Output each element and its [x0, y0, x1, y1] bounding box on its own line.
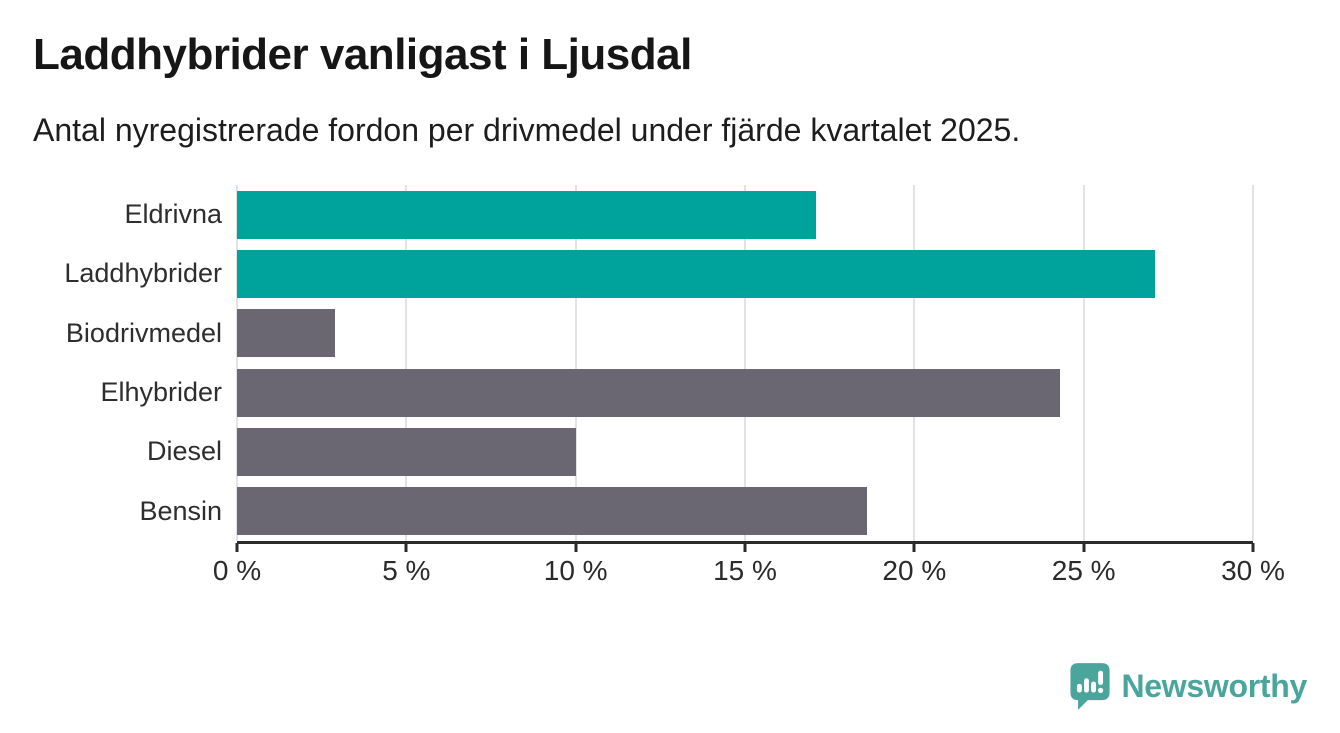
x-tick-label-30: 30 % — [1221, 555, 1285, 586]
x-tick-label-25: 25 % — [1051, 555, 1116, 586]
bar-diesel — [237, 428, 576, 476]
x-tick-label-20: 20 % — [882, 555, 947, 586]
gridline-20 — [913, 185, 916, 541]
x-tick-label-5: 5 % — [382, 555, 431, 586]
x-tick-label-10: 10 % — [543, 555, 608, 586]
newsworthy-logo-text: Newsworthy — [1121, 667, 1308, 704]
y-label-bensin: Bensin — [139, 495, 222, 526]
y-label-laddhybrider: Laddhybrider — [64, 258, 222, 289]
logo-bubble-shape — [1069, 663, 1110, 710]
x-tick-label-15: 15 % — [713, 555, 777, 586]
chart-title: Laddhybrider vanligast i Ljusdal — [33, 30, 692, 79]
bar-elhybrider — [237, 368, 1060, 417]
gridline-25 — [1082, 185, 1085, 541]
x-tick-0 — [235, 543, 239, 552]
x-tick-20 — [912, 543, 916, 552]
chart-subtitle: Antal nyregistrerade fordon per drivmede… — [33, 112, 1021, 148]
y-axis-labels: Eldrivna Laddhybrider Biodrivmedel Elhybrid… — [0, 185, 222, 541]
bar-laddhybrider — [237, 250, 1155, 298]
x-tick-10 — [574, 543, 578, 552]
newsworthy-logo: Newsworthy — [1068, 661, 1308, 711]
y-label-biodrivmedel: Biodrivmedel — [65, 317, 222, 348]
x-tick-25 — [1082, 543, 1086, 552]
y-label-eldrivna: Eldrivna — [124, 199, 222, 229]
y-label-elhybrider: Elhybrider — [100, 377, 222, 407]
gridline-5 — [405, 185, 408, 541]
plot-area — [236, 185, 1254, 544]
newsworthy-logo-icon — [1069, 663, 1110, 710]
gridline-30 — [1252, 185, 1254, 541]
x-tick-label-0: 0 % — [212, 555, 262, 586]
x-tick-5 — [404, 543, 408, 552]
x-tick-15 — [743, 543, 747, 552]
gridline-15 — [744, 185, 746, 541]
bar-biodrivmedel — [237, 309, 336, 358]
y-label-diesel: Diesel — [146, 436, 222, 467]
bar-bensin — [237, 487, 867, 536]
bar-eldrivna — [237, 190, 817, 239]
gridline-10 — [574, 185, 577, 541]
x-axis: 0 % 5 % 10 % 15 % 20 % 25 % 30 % — [213, 541, 1285, 601]
gridline-0 — [236, 185, 238, 541]
x-tick-30 — [1251, 543, 1255, 552]
